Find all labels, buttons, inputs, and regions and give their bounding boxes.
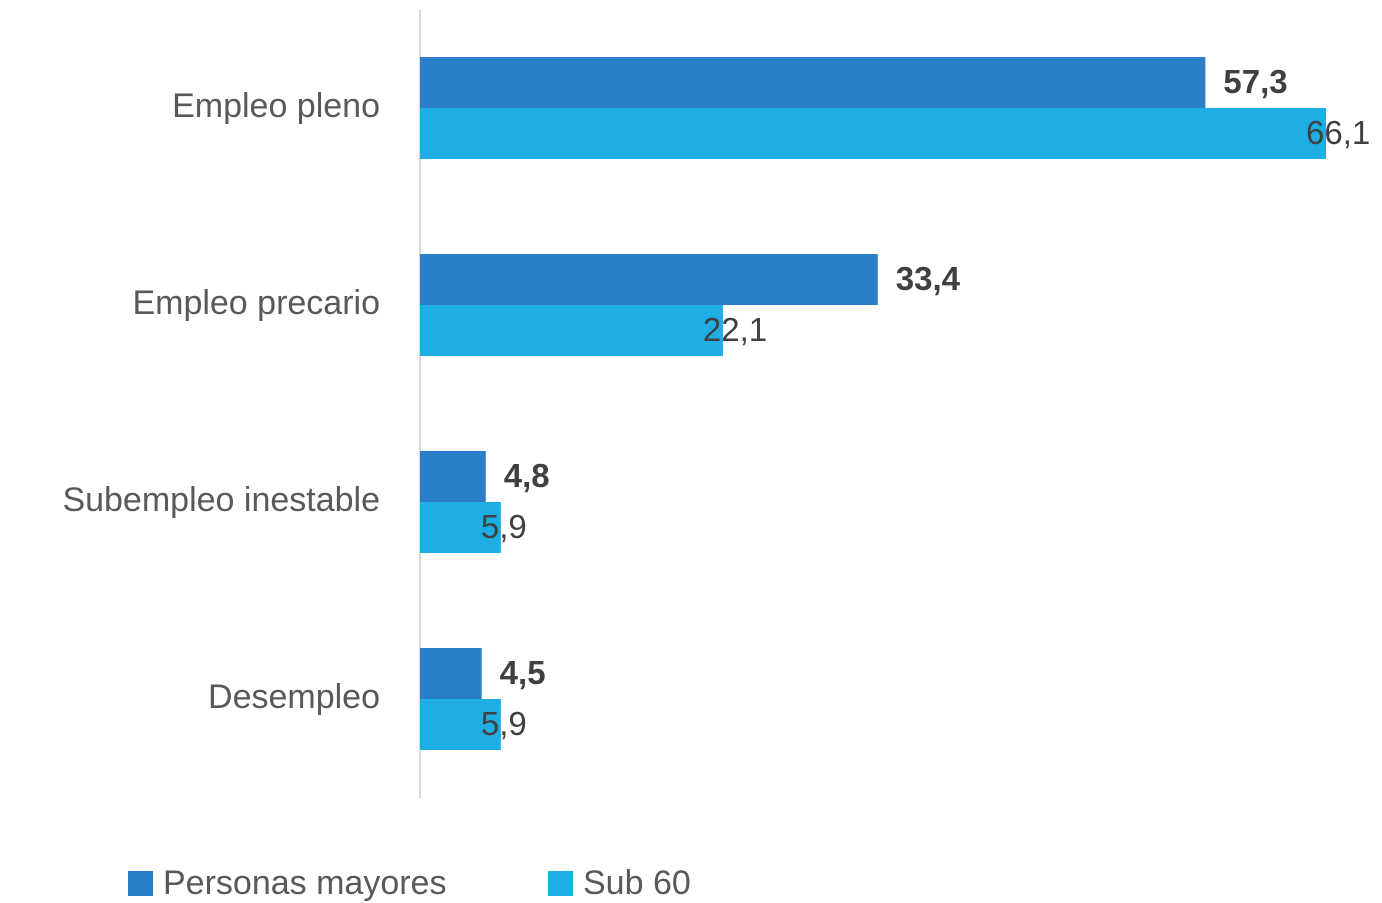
data-label: 4,5 <box>500 654 546 691</box>
bar <box>420 254 878 305</box>
legend-swatch <box>548 871 573 896</box>
legend-label: Personas mayores <box>163 864 446 902</box>
y-tick-label: Empleo precario <box>132 284 380 322</box>
y-tick-label: Empleo pleno <box>172 87 380 125</box>
data-label: 5,9 <box>481 508 527 545</box>
bar <box>420 451 486 502</box>
bar <box>420 108 1326 159</box>
bar <box>420 305 723 356</box>
bar <box>420 699 501 750</box>
data-label: 4,8 <box>504 457 550 494</box>
data-label: 66,1 <box>1306 114 1370 151</box>
legend-label: Sub 60 <box>583 864 691 902</box>
legend-swatch <box>128 871 153 896</box>
y-tick-label: Subempleo inestable <box>62 481 380 519</box>
bar <box>420 502 501 553</box>
y-tick-label: Desempleo <box>208 678 380 716</box>
data-label: 22,1 <box>703 311 767 348</box>
data-label: 33,4 <box>896 260 961 297</box>
data-label: 57,3 <box>1223 63 1287 100</box>
data-label: 5,9 <box>481 705 527 742</box>
bar <box>420 57 1206 108</box>
bar <box>420 648 482 699</box>
